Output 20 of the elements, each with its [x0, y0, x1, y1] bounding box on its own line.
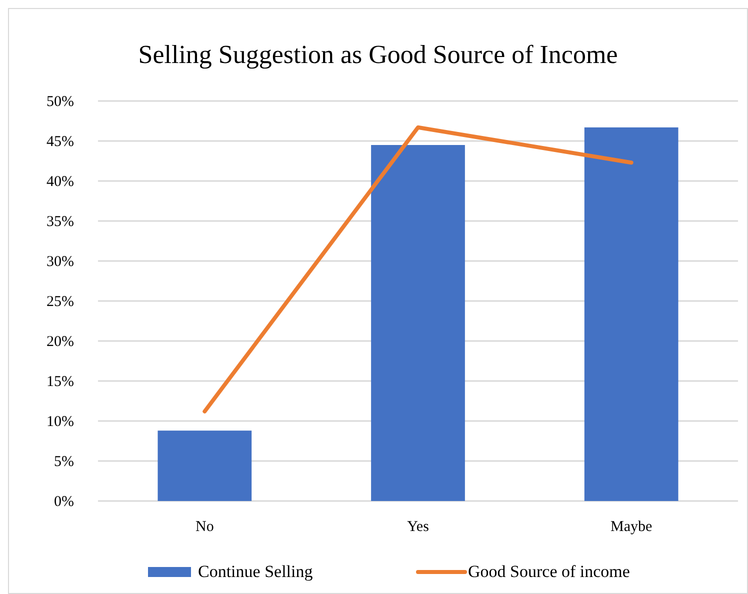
legend-label: Continue Selling [198, 562, 314, 581]
y-tick-label: 40% [46, 174, 74, 190]
y-tick-label: 5% [54, 454, 74, 470]
x-tick-label: Maybe [610, 519, 652, 535]
bar [158, 430, 252, 501]
x-tick-label: No [195, 519, 214, 535]
x-tick-label: Yes [407, 519, 430, 535]
bar [584, 127, 678, 501]
bar [371, 145, 465, 501]
y-tick-label: 15% [46, 374, 74, 390]
y-tick-label: 0% [54, 494, 74, 510]
y-tick-label: 10% [46, 414, 74, 430]
y-tick-label: 45% [46, 134, 74, 150]
chart-title: Selling Suggestion as Good Source of Income [138, 40, 618, 69]
y-tick-label: 20% [46, 334, 74, 350]
y-tick-label: 35% [46, 214, 74, 230]
legend-label: Good Source of income [468, 562, 630, 581]
y-tick-label: 30% [46, 254, 74, 270]
y-tick-label: 25% [46, 294, 74, 310]
y-tick-label: 50% [46, 94, 74, 110]
